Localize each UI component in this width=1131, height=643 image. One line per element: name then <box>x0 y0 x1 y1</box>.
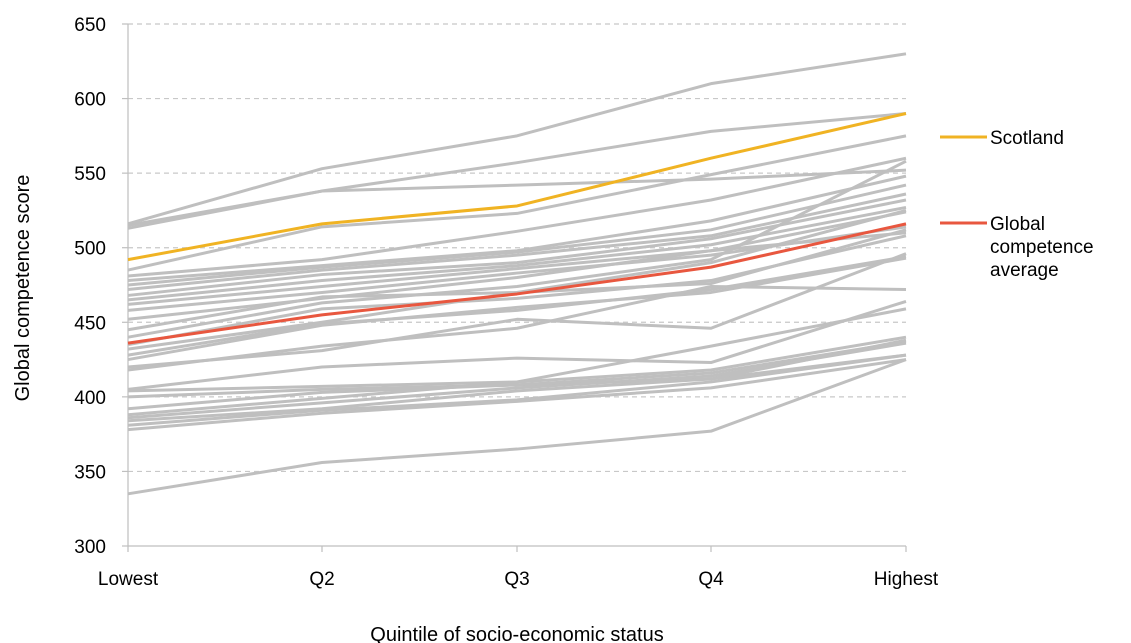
series-line-country <box>127 134 907 272</box>
x-tick-label: Q2 <box>309 569 334 590</box>
series-line-country <box>127 52 907 226</box>
y-tick-label: 650 <box>74 15 106 36</box>
series-line-country <box>127 159 907 339</box>
series-line-country <box>127 210 907 306</box>
series-line-country <box>127 335 907 417</box>
y-tick-label: 500 <box>74 239 106 260</box>
series-line-country <box>127 358 907 496</box>
series-line-country <box>127 338 907 423</box>
x-tick-label: Lowest <box>98 569 159 590</box>
series-line-country <box>127 255 907 357</box>
series-line-country <box>127 256 907 362</box>
y-tick-label: 350 <box>74 462 106 483</box>
series-line-country <box>127 234 907 347</box>
series-line-country <box>127 111 907 227</box>
series-line-country <box>127 340 907 411</box>
x-tick-label: Highest <box>874 569 939 590</box>
y-tick-label: 400 <box>74 388 106 409</box>
legend-label-average: Global competence average <box>990 214 1094 281</box>
series-line-country <box>127 299 907 391</box>
series-layer <box>127 52 907 496</box>
y-tick-label: 600 <box>74 90 106 111</box>
y-tick-label: 300 <box>74 537 106 558</box>
y-tick-label: 550 <box>74 164 106 185</box>
series-line-country <box>127 252 907 369</box>
y-tick-label: 450 <box>74 313 106 334</box>
series-line-country <box>127 183 907 287</box>
y-axis-title: Global competence score <box>12 175 34 402</box>
series-line-country <box>127 284 907 372</box>
x-axis-title: Quintile of socio-economic status <box>370 624 663 643</box>
series-line-country <box>127 156 907 278</box>
x-tick-label: Q3 <box>504 569 529 590</box>
series-line-country <box>127 307 907 393</box>
axis-layer: 300 350 400 450 500 550 600 650 Lowest Q2 Q3 Q4 High… <box>74 15 939 590</box>
series-line-country <box>127 358 907 432</box>
series-line-country <box>127 168 907 230</box>
series-line-scotland <box>127 112 907 262</box>
series-line-average <box>127 222 907 345</box>
legend-layer: Scotland Global competence average <box>940 128 1094 281</box>
x-tick-label: Q4 <box>698 569 724 590</box>
series-line-country <box>127 192 907 291</box>
legend-label-scotland: Scotland <box>990 128 1064 149</box>
series-line-country <box>127 205 907 302</box>
